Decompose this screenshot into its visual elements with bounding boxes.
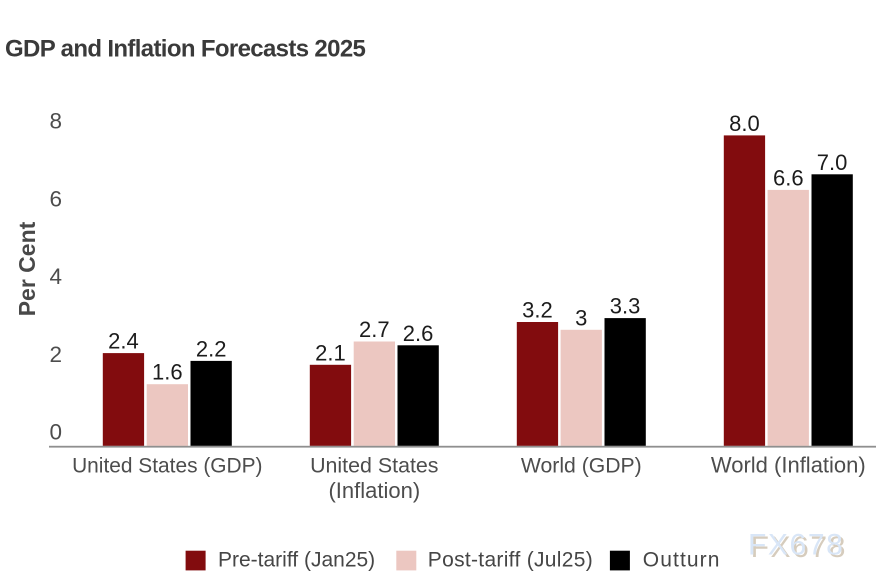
svg-text:3.2: 3.2 — [522, 298, 553, 323]
svg-text:United States: United States — [310, 454, 438, 478]
svg-text:4: 4 — [49, 264, 62, 289]
svg-text:2.1: 2.1 — [315, 340, 346, 365]
svg-text:3: 3 — [575, 305, 587, 330]
svg-text:2.7: 2.7 — [359, 317, 390, 342]
svg-text:FX678: FX678 — [748, 529, 844, 562]
svg-text:Outturn: Outturn — [643, 549, 721, 572]
svg-text:6: 6 — [49, 186, 62, 211]
svg-text:Pre-tariff (Jan25): Pre-tariff (Jan25) — [218, 549, 375, 572]
svg-text:2.4: 2.4 — [108, 329, 139, 354]
svg-text:FX678: FX678 — [751, 531, 847, 564]
svg-text:6.6: 6.6 — [773, 165, 804, 190]
svg-text:World (GDP): World (GDP) — [521, 455, 642, 478]
svg-text:1.6: 1.6 — [152, 360, 183, 385]
svg-text:8.0: 8.0 — [729, 111, 760, 136]
svg-text:8: 8 — [49, 109, 62, 134]
svg-text:World (Inflation): World (Inflation) — [711, 453, 866, 478]
svg-text:United States (GDP): United States (GDP) — [72, 455, 262, 478]
svg-text:3.3: 3.3 — [610, 294, 641, 319]
svg-text:2: 2 — [49, 342, 62, 367]
svg-text:0: 0 — [49, 420, 62, 445]
svg-text:2.6: 2.6 — [403, 321, 434, 346]
svg-text:GDP and Inflation Forecasts 20: GDP and Inflation Forecasts 2025 — [5, 36, 366, 63]
svg-text:2.2: 2.2 — [196, 336, 227, 361]
svg-text:7.0: 7.0 — [817, 150, 848, 175]
svg-text:(Inflation): (Inflation) — [328, 478, 420, 503]
svg-text:Post-tariff (Jul25): Post-tariff (Jul25) — [428, 549, 593, 572]
svg-text:Per Cent: Per Cent — [14, 221, 40, 316]
